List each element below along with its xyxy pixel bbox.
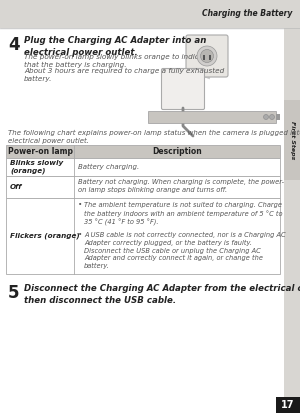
- Text: The following chart explains power-on lamp status when the camera is plugged int: The following chart explains power-on la…: [8, 130, 300, 144]
- Circle shape: [269, 114, 275, 119]
- Text: A USB cable is not correctly connected, nor is a Charging AC
Adapter correctly p: A USB cable is not correctly connected, …: [84, 232, 286, 269]
- Bar: [209, 55, 211, 60]
- Text: Plug the Charging AC Adapter into an
electrical power outlet.: Plug the Charging AC Adapter into an ele…: [24, 36, 206, 57]
- Text: 4: 4: [8, 36, 20, 54]
- Text: •: •: [78, 202, 82, 208]
- FancyBboxPatch shape: [186, 35, 228, 77]
- Bar: [6, 145, 280, 158]
- Bar: [6, 198, 280, 274]
- Text: 17: 17: [281, 400, 295, 410]
- Text: Description: Description: [152, 147, 202, 156]
- Text: Blinks slowly
(orange): Blinks slowly (orange): [10, 160, 63, 174]
- Text: Charging the Battery: Charging the Battery: [202, 9, 292, 19]
- Text: The ambient temperature is not suited to charging. Charge
the battery indoors wi: The ambient temperature is not suited to…: [84, 202, 283, 226]
- Bar: [6, 176, 280, 198]
- Bar: [0, 0, 300, 28]
- Bar: [276, 114, 280, 120]
- Text: Battery charging.: Battery charging.: [78, 164, 139, 170]
- Text: Power-on lamp: Power-on lamp: [8, 147, 73, 156]
- Circle shape: [197, 46, 217, 66]
- Bar: [203, 55, 205, 60]
- Bar: [276, 397, 300, 413]
- Text: Flickers (orange): Flickers (orange): [10, 233, 80, 239]
- Bar: [284, 100, 300, 180]
- Text: Off: Off: [10, 184, 22, 190]
- Text: •: •: [78, 232, 82, 238]
- Text: The power-on lamp slowly blinks orange to indicate
that the battery is charging.: The power-on lamp slowly blinks orange t…: [24, 54, 211, 68]
- Bar: [6, 158, 280, 176]
- Text: First Steps: First Steps: [290, 121, 295, 159]
- Text: Battery not charging. When charging is complete, the power-
on lamp stops blinki: Battery not charging. When charging is c…: [78, 179, 284, 193]
- Text: 5: 5: [8, 284, 20, 302]
- Text: Disconnect the Charging AC Adapter from the electrical outlet and
then disconnec: Disconnect the Charging AC Adapter from …: [24, 284, 300, 305]
- FancyBboxPatch shape: [161, 69, 205, 109]
- Circle shape: [263, 114, 268, 119]
- Text: About 3 hours are required to charge a fully exhausted
battery.: About 3 hours are required to charge a f…: [24, 68, 224, 82]
- Bar: [148, 111, 276, 123]
- Circle shape: [200, 50, 214, 62]
